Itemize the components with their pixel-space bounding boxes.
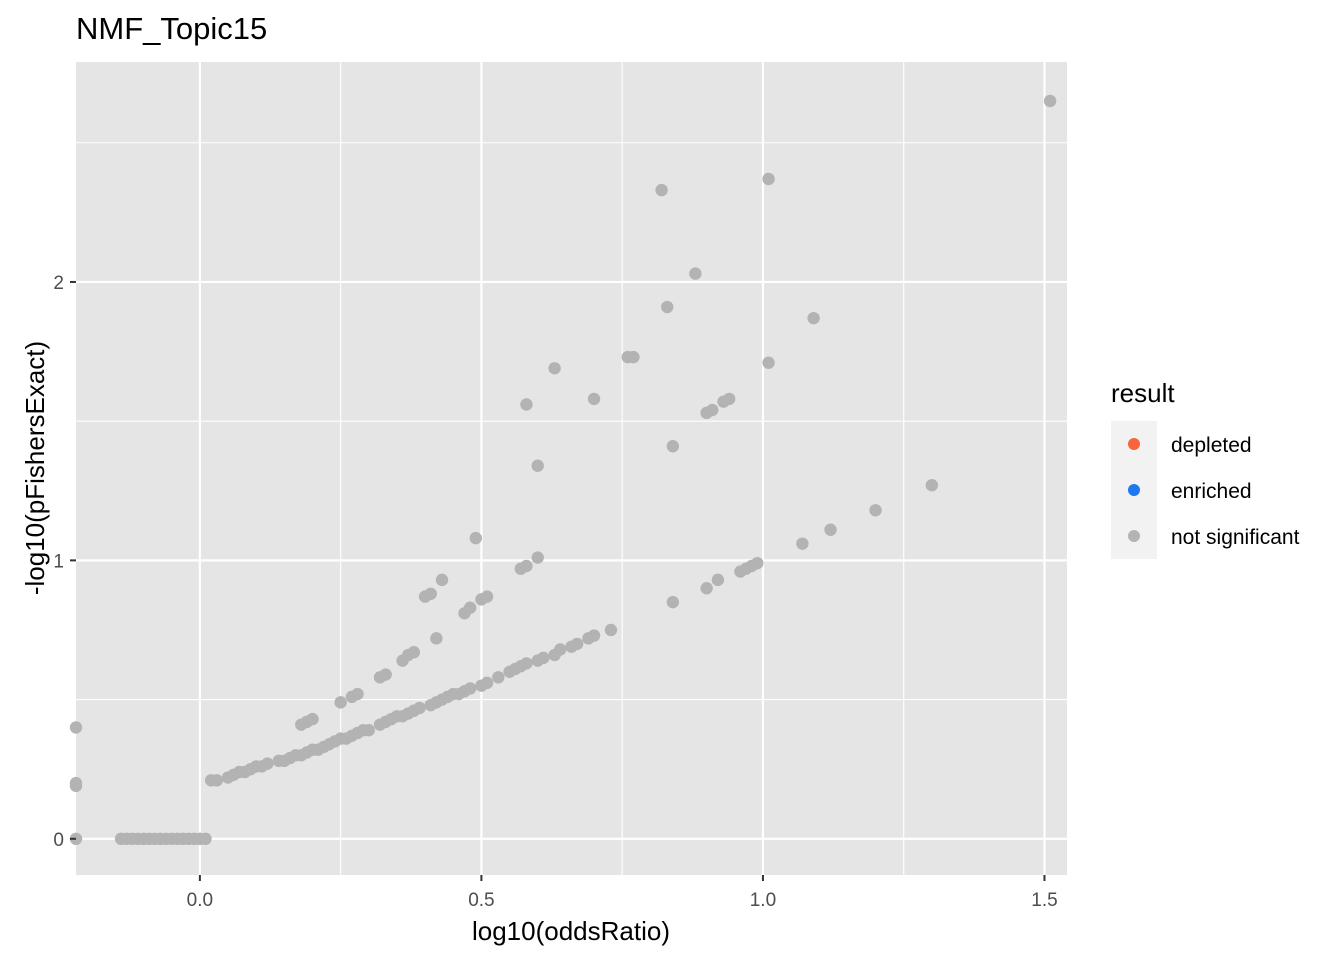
data-point bbox=[199, 832, 212, 846]
y-tick-label: 0 bbox=[53, 830, 64, 851]
data-point bbox=[480, 676, 494, 690]
legend-key-enriched bbox=[1128, 484, 1140, 496]
data-point bbox=[531, 459, 544, 472]
data-point bbox=[537, 651, 550, 665]
data-point bbox=[751, 556, 764, 570]
data-point bbox=[722, 392, 736, 406]
data-point bbox=[762, 172, 775, 186]
data-point bbox=[796, 537, 809, 550]
x-tick-label: 1.5 bbox=[1031, 890, 1057, 911]
data-point bbox=[407, 646, 421, 659]
data-point bbox=[520, 398, 533, 411]
plot-panel bbox=[76, 62, 1067, 875]
legend-label-enriched: enriched bbox=[1171, 480, 1252, 503]
x-axis-label: log10(oddsRatio) bbox=[472, 916, 670, 946]
legend-title: result bbox=[1111, 378, 1175, 408]
data-point bbox=[362, 724, 375, 737]
data-point bbox=[531, 551, 544, 564]
x-tick-label: 0.0 bbox=[187, 890, 213, 911]
data-point bbox=[261, 757, 274, 770]
data-point bbox=[306, 712, 319, 726]
data-point bbox=[492, 671, 505, 684]
legend-key-not-significant bbox=[1128, 530, 1140, 542]
legend: result depleted enriched not significant bbox=[1111, 378, 1300, 559]
data-point bbox=[711, 573, 725, 587]
data-point bbox=[925, 479, 939, 492]
data-point bbox=[689, 267, 702, 280]
data-point bbox=[548, 362, 561, 375]
data-point bbox=[1043, 94, 1057, 108]
data-point bbox=[463, 682, 477, 695]
data-point bbox=[69, 721, 83, 734]
data-point bbox=[587, 629, 601, 642]
data-points bbox=[69, 94, 1057, 846]
y-tick-label: 1 bbox=[53, 551, 64, 572]
data-point bbox=[469, 531, 482, 545]
grid-lines bbox=[76, 62, 1067, 875]
data-point bbox=[430, 632, 443, 645]
data-point bbox=[554, 643, 567, 656]
data-point bbox=[379, 668, 392, 681]
axes: 0.0 0.5 1.0 1.5 0 1 2 bbox=[53, 273, 1057, 911]
x-tick-label: 1.0 bbox=[750, 890, 776, 911]
data-point bbox=[351, 687, 364, 701]
data-point bbox=[627, 350, 640, 364]
data-point bbox=[666, 595, 680, 609]
data-point bbox=[334, 696, 347, 709]
data-point bbox=[700, 582, 713, 595]
legend-label-depleted: depleted bbox=[1171, 434, 1252, 457]
data-point bbox=[587, 392, 601, 406]
legend-label-not-significant: not significant bbox=[1171, 526, 1300, 549]
data-point bbox=[807, 311, 820, 325]
data-point bbox=[520, 657, 533, 670]
chart-title: NMF_Topic15 bbox=[76, 11, 267, 46]
data-point bbox=[604, 623, 618, 637]
y-axis-label: -log10(pFishersExact) bbox=[20, 341, 50, 595]
data-point bbox=[706, 403, 719, 417]
data-point bbox=[762, 356, 775, 369]
data-point bbox=[869, 504, 882, 517]
data-point bbox=[480, 590, 494, 603]
x-tick-label: 0.5 bbox=[468, 890, 494, 911]
data-point bbox=[435, 573, 449, 587]
data-point bbox=[655, 183, 668, 197]
data-point bbox=[824, 523, 837, 536]
data-point bbox=[520, 559, 533, 573]
data-point bbox=[666, 440, 680, 453]
legend-key-depleted bbox=[1128, 438, 1140, 450]
data-point bbox=[463, 601, 477, 614]
data-point bbox=[69, 779, 83, 793]
data-point bbox=[413, 701, 426, 715]
data-point bbox=[210, 774, 223, 787]
data-point bbox=[661, 300, 674, 314]
data-point bbox=[570, 637, 584, 651]
y-tick-label: 2 bbox=[53, 273, 64, 294]
data-point bbox=[424, 587, 437, 600]
